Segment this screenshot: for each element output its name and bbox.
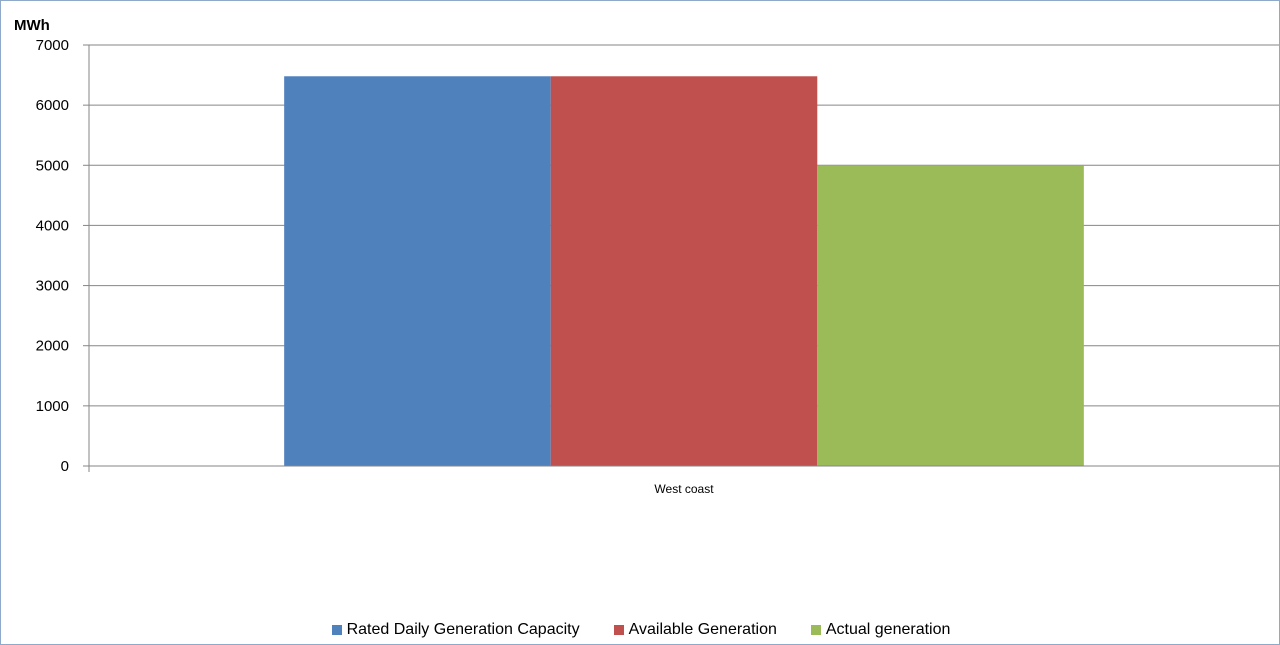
legend-label: Rated Daily Generation Capacity bbox=[346, 621, 580, 638]
bars bbox=[284, 76, 1084, 467]
legend-swatch bbox=[810, 625, 821, 635]
legend-item: Rated Daily Generation Capacity bbox=[331, 621, 580, 639]
y-tick-label: 6000 bbox=[36, 97, 69, 114]
y-tick-label: 0 bbox=[61, 458, 69, 475]
bar-available-generation bbox=[550, 76, 818, 466]
legend: Rated Daily Generation Capacity Available… bbox=[1, 621, 1280, 639]
legend-swatch bbox=[331, 625, 342, 635]
y-axis-unit-label: MWh bbox=[14, 17, 50, 34]
legend-item: Actual generation bbox=[810, 621, 951, 639]
bar-actual-generation bbox=[817, 165, 1084, 467]
legend-label: Available Generation bbox=[628, 621, 777, 638]
y-tick-label: 5000 bbox=[36, 157, 69, 174]
legend-label: Actual generation bbox=[825, 621, 951, 638]
y-tick-label: 2000 bbox=[36, 338, 69, 355]
legend-swatch bbox=[613, 625, 624, 635]
y-tick-label: 1000 bbox=[36, 398, 69, 415]
bar-rated-daily-generation-capacity bbox=[284, 76, 551, 466]
axes: 0 1000 2000 3000 4000 5000 6000 7000 West coast bbox=[36, 37, 1279, 496]
y-tick-label: 3000 bbox=[36, 278, 69, 295]
y-tick-label: 7000 bbox=[36, 37, 69, 54]
x-category-label: West coast bbox=[654, 482, 714, 496]
legend-item: Available Generation bbox=[613, 621, 777, 639]
y-tick-label: 4000 bbox=[36, 217, 69, 234]
